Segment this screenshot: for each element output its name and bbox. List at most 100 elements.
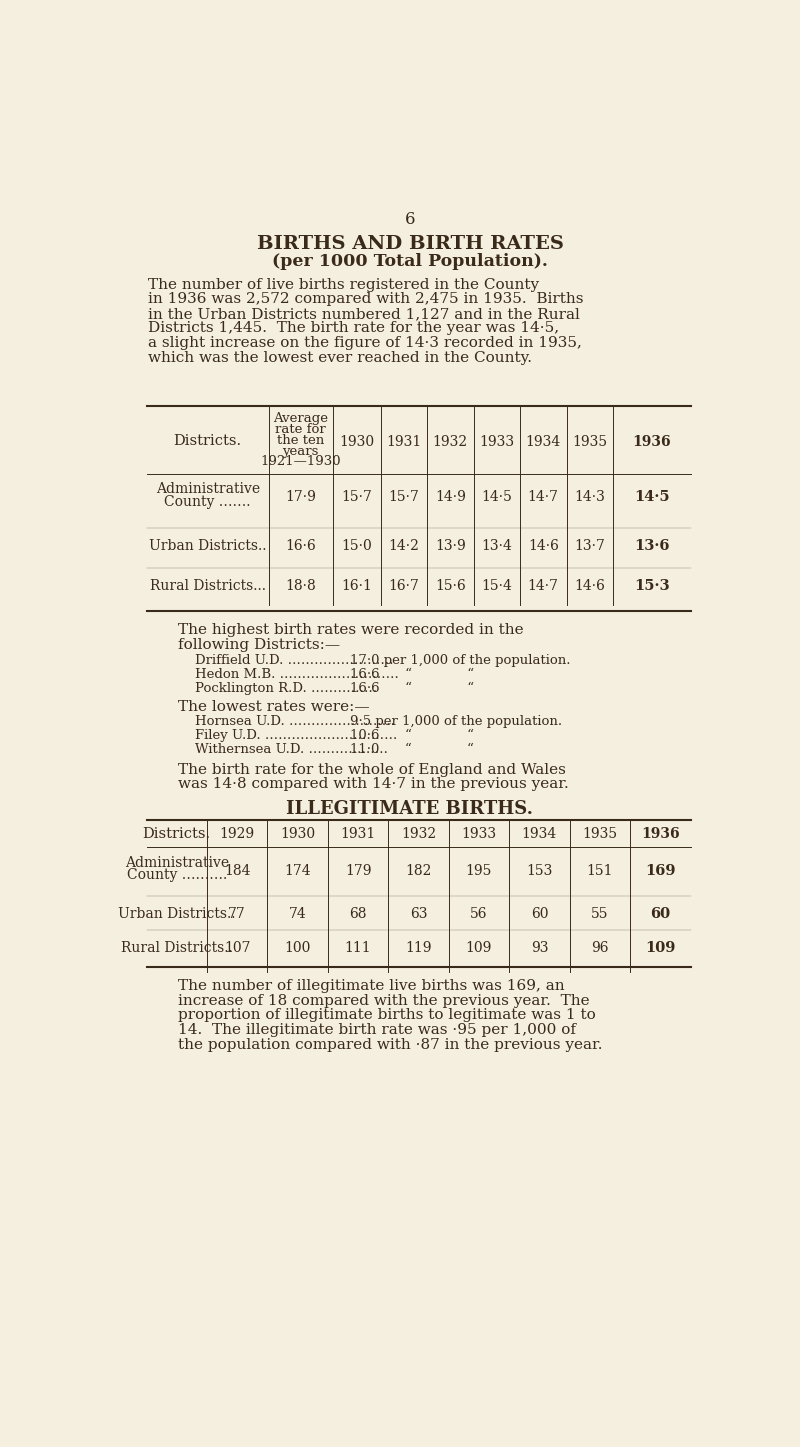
Text: 17·9: 17·9 [286, 491, 316, 504]
Text: County ……….: County ………. [126, 868, 227, 883]
Text: 68: 68 [350, 907, 367, 920]
Text: The birth rate for the whole of England and Wales: The birth rate for the whole of England … [178, 763, 566, 777]
Text: 15·3: 15·3 [634, 579, 670, 593]
Text: 13·4: 13·4 [482, 538, 512, 553]
Text: 1934: 1934 [526, 436, 561, 450]
Text: 1936: 1936 [641, 828, 680, 841]
Text: Filey U.D. …………………………: Filey U.D. ………………………… [194, 729, 397, 742]
Text: 100: 100 [285, 941, 311, 955]
Text: 13·6: 13·6 [634, 538, 670, 553]
Text: 174: 174 [284, 864, 311, 877]
Text: 14·7: 14·7 [528, 491, 558, 504]
Text: The lowest rates were:—: The lowest rates were:— [178, 699, 369, 713]
Text: 10·6      “             “: 10·6 “ “ [350, 729, 474, 742]
Text: 1932: 1932 [433, 436, 468, 450]
Text: 14·6: 14·6 [574, 579, 606, 593]
Text: 15·6: 15·6 [435, 579, 466, 593]
Text: 169: 169 [645, 864, 675, 877]
Text: 179: 179 [345, 864, 371, 877]
Text: 16·7: 16·7 [388, 579, 419, 593]
Text: 13·9: 13·9 [435, 538, 466, 553]
Text: 15·4: 15·4 [482, 579, 512, 593]
Text: in the Urban Districts numbered 1,127 and in the Rural: in the Urban Districts numbered 1,127 an… [148, 307, 580, 321]
Text: ILLEGITIMATE BIRTHS.: ILLEGITIMATE BIRTHS. [286, 800, 534, 818]
Text: Average: Average [274, 412, 328, 425]
Text: following Districts:—: following Districts:— [178, 638, 340, 653]
Text: 1933: 1933 [462, 828, 497, 841]
Text: 60: 60 [530, 907, 548, 920]
Text: 16·6: 16·6 [286, 538, 316, 553]
Text: Driffield U.D. ……………………: Driffield U.D. …………………… [194, 654, 393, 667]
Text: 107: 107 [224, 941, 250, 955]
Text: 1933: 1933 [479, 436, 514, 450]
Text: 1931: 1931 [341, 828, 376, 841]
Text: Districts.: Districts. [174, 434, 242, 449]
Text: Hornsea U.D. ……………………: Hornsea U.D. …………………… [194, 715, 394, 728]
Text: Districts.: Districts. [142, 828, 210, 841]
Text: Administrative: Administrative [125, 855, 229, 870]
Text: 1929: 1929 [220, 828, 254, 841]
Text: 1935: 1935 [572, 436, 607, 450]
Text: 1932: 1932 [401, 828, 436, 841]
Text: 14·2: 14·2 [388, 538, 419, 553]
Text: Urban Districts..: Urban Districts.. [149, 538, 266, 553]
Text: Hedon M.B. ………………………: Hedon M.B. ……………………… [194, 669, 398, 682]
Text: 1934: 1934 [522, 828, 557, 841]
Text: 1930: 1930 [280, 828, 315, 841]
Text: 63: 63 [410, 907, 427, 920]
Text: 109: 109 [466, 941, 492, 955]
Text: 1921—1930: 1921—1930 [261, 456, 341, 469]
Text: 74: 74 [289, 907, 306, 920]
Text: 151: 151 [586, 864, 613, 877]
Text: in 1936 was 2,572 compared with 2,475 in 1935.  Births: in 1936 was 2,572 compared with 2,475 in… [148, 292, 583, 307]
Text: 14·7: 14·7 [528, 579, 558, 593]
Text: 1930: 1930 [339, 436, 374, 450]
Text: 96: 96 [591, 941, 609, 955]
Text: 15·7: 15·7 [341, 491, 372, 504]
Text: 14·9: 14·9 [435, 491, 466, 504]
Text: 153: 153 [526, 864, 553, 877]
Text: 16·6      “             “: 16·6 “ “ [350, 669, 474, 682]
Text: 109: 109 [645, 941, 675, 955]
Text: BIRTHS AND BIRTH RATES: BIRTHS AND BIRTH RATES [257, 236, 563, 253]
Text: County …….: County ……. [165, 495, 251, 509]
Text: 15·7: 15·7 [388, 491, 419, 504]
Text: years: years [282, 444, 319, 457]
Text: 6: 6 [405, 211, 415, 227]
Text: 14·5: 14·5 [482, 491, 512, 504]
Text: The highest birth rates were recorded in the: The highest birth rates were recorded in… [178, 624, 523, 637]
Text: 14·6: 14·6 [528, 538, 558, 553]
Text: Urban Districts..: Urban Districts.. [118, 907, 235, 920]
Text: 14·5: 14·5 [634, 491, 670, 504]
Text: 11·0      “             “: 11·0 “ “ [350, 742, 474, 755]
Text: 18·8: 18·8 [286, 579, 316, 593]
Text: 195: 195 [466, 864, 492, 877]
Text: proportion of illegitimate births to legitimate was 1 to: proportion of illegitimate births to leg… [178, 1009, 595, 1023]
Text: Rural Districts...: Rural Districts... [150, 579, 266, 593]
Text: was 14·8 compared with 14·7 in the previous year.: was 14·8 compared with 14·7 in the previ… [178, 777, 568, 792]
Text: 1931: 1931 [386, 436, 422, 450]
Text: (per 1000 Total Population).: (per 1000 Total Population). [272, 253, 548, 271]
Text: increase of 18 compared with the previous year.  The: increase of 18 compared with the previou… [178, 994, 589, 1007]
Text: which was the lowest ever reached in the County.: which was the lowest ever reached in the… [148, 350, 532, 365]
Text: 15·0: 15·0 [341, 538, 372, 553]
Text: the ten: the ten [277, 434, 324, 447]
Text: The number of illegitimate live births was 169, an: The number of illegitimate live births w… [178, 980, 564, 993]
Text: 93: 93 [530, 941, 548, 955]
Text: Administrative: Administrative [156, 482, 260, 496]
Text: Rural Districts..: Rural Districts.. [121, 941, 233, 955]
Text: Pocklington R.D. ……………: Pocklington R.D. …………… [194, 682, 377, 695]
Text: 60: 60 [650, 907, 670, 920]
Text: 77: 77 [228, 907, 246, 920]
Text: Withernsea U.D. ………………: Withernsea U.D. ……………… [194, 742, 387, 755]
Text: 17·0 per 1,000 of the population.: 17·0 per 1,000 of the population. [350, 654, 570, 667]
Text: 111: 111 [345, 941, 371, 955]
Text: 184: 184 [224, 864, 250, 877]
Text: a slight increase on the figure of 14·3 recorded in 1935,: a slight increase on the figure of 14·3 … [148, 336, 582, 350]
Text: rate for: rate for [275, 423, 326, 436]
Text: 1936: 1936 [633, 436, 671, 450]
Text: 182: 182 [406, 864, 432, 877]
Text: 56: 56 [470, 907, 488, 920]
Text: the population compared with ·87 in the previous year.: the population compared with ·87 in the … [178, 1037, 602, 1052]
Text: 1935: 1935 [582, 828, 618, 841]
